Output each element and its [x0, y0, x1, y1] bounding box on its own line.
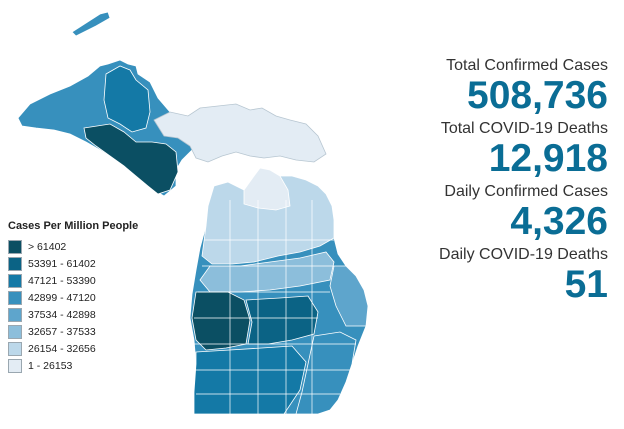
total-deaths-label: Total COVID-19 Deaths	[440, 120, 608, 137]
legend-label: 42899 - 47120	[28, 291, 96, 304]
michigan-county-map	[17, 11, 369, 415]
lower-south-mid	[245, 295, 319, 345]
legend-swatch	[8, 307, 22, 322]
legend-label: > 61402	[28, 240, 67, 253]
legend-item: 37534 - 42898	[8, 306, 138, 323]
legend-swatch	[8, 239, 22, 254]
lower-southwest	[193, 345, 307, 415]
lower-south-dark	[191, 291, 251, 351]
legend-swatch	[8, 341, 22, 356]
legend-label: 32657 - 37533	[28, 325, 96, 338]
daily-cases-label: Daily Confirmed Cases	[444, 183, 608, 200]
upper-peninsula-east	[153, 103, 327, 163]
legend-item: 32657 - 37533	[8, 323, 138, 340]
thumb-region	[329, 265, 369, 327]
isle-royale	[71, 11, 111, 37]
legend-item: 42899 - 47120	[8, 289, 138, 306]
daily-cases-value: 4,326	[510, 200, 608, 243]
legend-title: Cases Per Million People	[8, 220, 139, 232]
legend-item: 53391 - 61402	[8, 255, 138, 272]
stats-panel: Total Confirmed Cases 508,736 Total COVI…	[408, 56, 608, 308]
lower-north-lightest	[243, 167, 291, 211]
legend-swatch	[8, 358, 22, 373]
legend-label: 37534 - 42898	[28, 308, 96, 321]
legend-item: 26154 - 32656	[8, 340, 138, 357]
legend-label: 26154 - 32656	[28, 342, 96, 355]
legend: Cases Per Million People > 61402 53391 -…	[8, 220, 138, 374]
daily-deaths-label: Daily COVID-19 Deaths	[439, 246, 608, 263]
total-cases-value: 508,736	[467, 74, 608, 117]
legend-item: > 61402	[8, 238, 138, 255]
upper-peninsula-darkest	[83, 123, 179, 195]
legend-label: 1 - 26153	[28, 359, 73, 372]
legend-swatch	[8, 273, 22, 288]
total-deaths-value: 12,918	[488, 137, 608, 180]
upper-peninsula-mid	[103, 65, 151, 133]
legend-swatch	[8, 256, 22, 271]
legend-label: 47121 - 53390	[28, 274, 96, 287]
total-cases-label: Total Confirmed Cases	[446, 57, 608, 74]
daily-deaths-value: 51	[564, 263, 608, 306]
legend-label: 53391 - 61402	[28, 257, 96, 270]
legend-item: 1 - 26153	[8, 357, 138, 374]
lower-southeast	[295, 331, 357, 415]
legend-swatch	[8, 324, 22, 339]
legend-swatch	[8, 290, 22, 305]
legend-item: 47121 - 53390	[8, 272, 138, 289]
